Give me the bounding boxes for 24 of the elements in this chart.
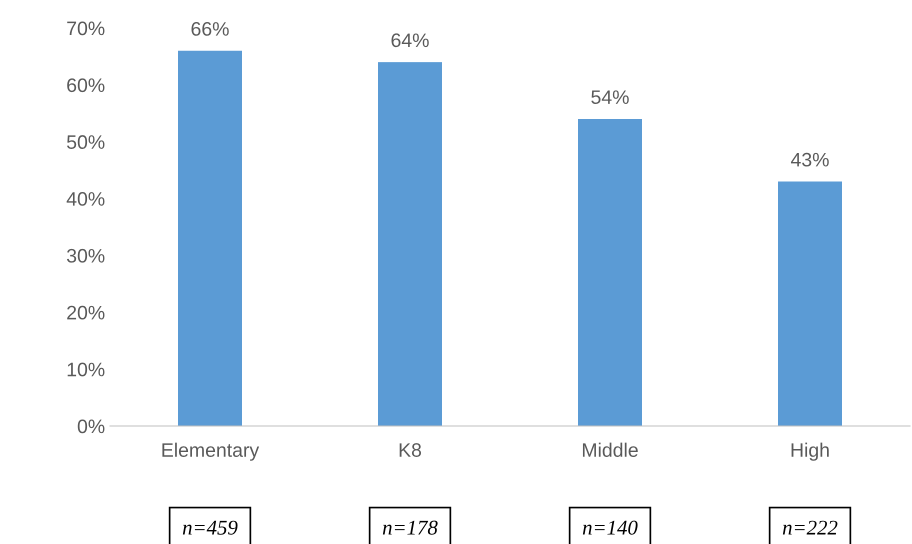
data-label: 54% (591, 90, 629, 104)
bar (178, 50, 242, 426)
text: n=222 (782, 520, 838, 534)
text: n=140 (582, 520, 638, 535)
y-tick-label: 60% (67, 78, 104, 92)
text: n=178 (382, 520, 438, 535)
y-tick-label: 40% (66, 192, 104, 206)
data-label: 66% (192, 22, 229, 36)
bar (578, 118, 642, 426)
data-label: 43% (790, 152, 829, 167)
x-tick-label: K8 (400, 443, 422, 457)
data-label: 64% (392, 33, 429, 48)
y-tick-label: 0% (78, 419, 104, 434)
y-tick-label: 10% (68, 362, 104, 376)
y-tick-label: 20% (67, 306, 104, 320)
bar (378, 62, 442, 426)
bar (778, 182, 842, 426)
y-tick-label: 50% (67, 135, 104, 149)
text: n=459 (182, 520, 238, 535)
x-tick-label: Middle (582, 442, 638, 457)
x-tick-label: Elementary (162, 442, 260, 461)
y-tick-label: 30% (66, 248, 104, 263)
x-tick-label: High (792, 442, 829, 461)
y-tick-label: 70% (67, 21, 104, 36)
